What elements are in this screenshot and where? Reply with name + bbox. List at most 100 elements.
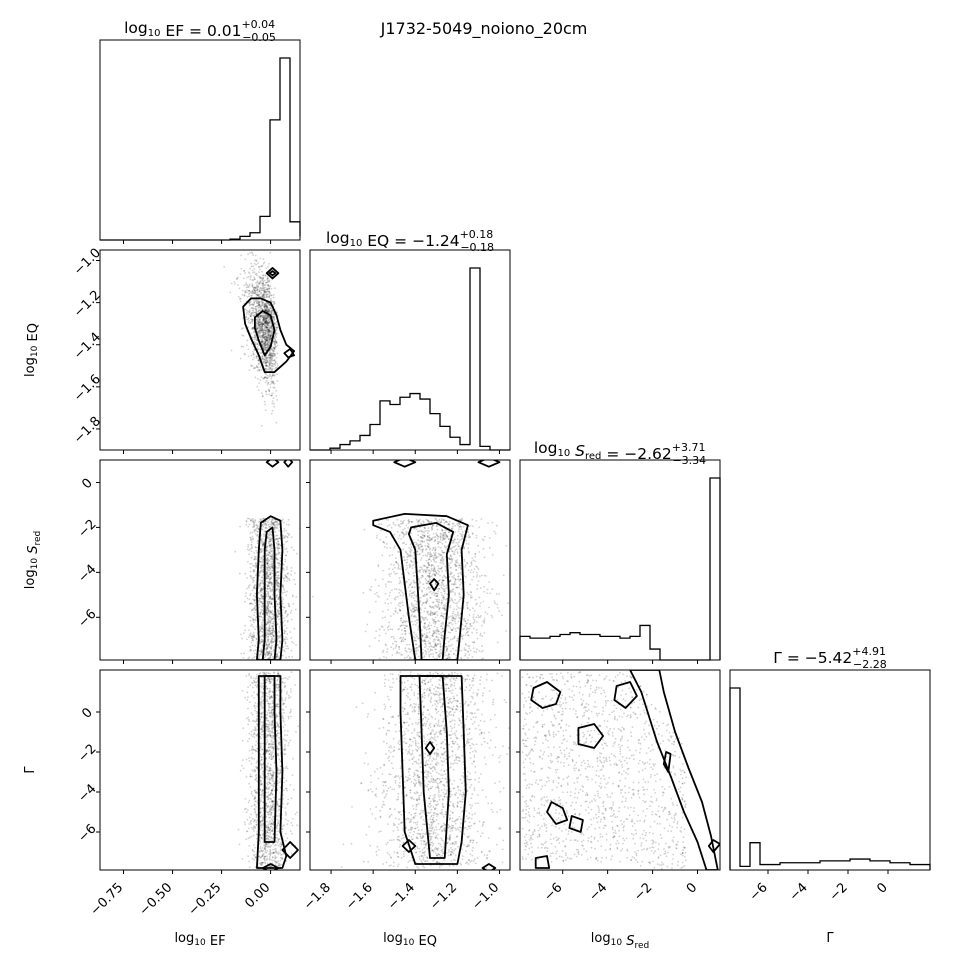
scatter-point — [483, 618, 486, 620]
scatter-point — [245, 282, 248, 284]
scatter-point — [264, 291, 266, 294]
scatter-point — [271, 588, 274, 591]
scatter-point — [469, 623, 471, 626]
scatter-point — [269, 630, 272, 632]
scatter-point — [275, 361, 277, 364]
scatter-point — [455, 608, 458, 611]
scatter-point — [288, 523, 290, 526]
scatter-point — [268, 339, 271, 342]
scatter-point — [446, 545, 449, 548]
scatter-point — [434, 623, 437, 625]
scatter-point — [244, 308, 247, 311]
scatter-point — [264, 305, 266, 308]
scatter-point — [253, 632, 255, 634]
scatter-point — [473, 621, 476, 624]
scatter-point — [270, 589, 272, 592]
scatter-point — [252, 538, 255, 541]
scatter-point — [467, 645, 469, 647]
scatter-point — [248, 310, 251, 313]
scatter-point — [466, 602, 468, 604]
scatter-point — [247, 317, 250, 319]
scatter-point — [276, 352, 279, 355]
scatter-point — [433, 613, 435, 616]
scatter-point — [421, 590, 424, 593]
scatter-point — [259, 597, 261, 600]
scatter-point — [266, 607, 269, 610]
scatter-point — [272, 565, 274, 567]
scatter-point — [265, 380, 268, 382]
scatter-point — [459, 607, 461, 610]
scatter-point — [268, 291, 271, 294]
scatter-point — [264, 355, 266, 358]
scatter-point — [253, 525, 256, 528]
scatter-point — [264, 284, 267, 286]
scatter-point — [272, 346, 275, 349]
scatter-point — [483, 590, 486, 593]
scatter-point — [279, 634, 282, 636]
scatter-point — [429, 539, 432, 542]
scatter-point — [275, 327, 278, 329]
scatter-point — [262, 343, 265, 345]
scatter-point — [265, 608, 268, 611]
scatter-point — [459, 598, 461, 601]
scatter-point — [271, 328, 274, 331]
scatter-point — [284, 645, 287, 647]
scatter-point — [435, 592, 438, 595]
scatter-point — [276, 583, 278, 586]
scatter-point — [256, 284, 258, 287]
scatter-point — [263, 319, 266, 322]
scatter-point — [286, 633, 289, 635]
scatter-point — [284, 640, 287, 643]
scatter-point — [415, 608, 418, 611]
scatter-point — [268, 615, 271, 618]
scatter-point — [434, 574, 436, 576]
scatter-point — [441, 614, 443, 617]
scatter-point — [274, 538, 277, 541]
scatter-point — [484, 611, 487, 614]
scatter-point — [464, 620, 467, 623]
scatter-point — [441, 551, 444, 553]
scatter-point — [275, 654, 278, 657]
scatter-point — [448, 522, 450, 525]
scatter-point — [461, 623, 464, 626]
scatter-point — [459, 547, 461, 550]
scatter-point — [249, 315, 252, 317]
scatter-point — [454, 577, 456, 580]
scatter-point — [263, 283, 266, 286]
scatter-point — [275, 356, 278, 359]
scatter-point — [419, 611, 422, 614]
scatter-point — [275, 321, 278, 323]
scatter-point — [259, 581, 262, 584]
scatter-point — [446, 535, 449, 538]
scatter-point — [421, 589, 423, 592]
scatter-point — [453, 635, 456, 638]
scatter-point — [444, 652, 446, 654]
scatter-point — [267, 345, 270, 348]
scatter-point — [266, 651, 269, 654]
scatter-point — [262, 346, 265, 349]
scatter-point — [469, 622, 472, 625]
scatter-point — [265, 320, 268, 323]
scatter-point — [426, 555, 429, 557]
scatter-point — [282, 587, 285, 589]
scatter-point — [389, 575, 391, 577]
scatter-point — [439, 568, 441, 570]
scatter-point — [442, 579, 445, 582]
scatter-point — [425, 651, 428, 653]
scatter-point — [413, 631, 415, 634]
scatter-point — [429, 614, 432, 616]
scatter-point — [242, 327, 244, 330]
scatter-point — [283, 589, 285, 591]
scatter-point — [466, 604, 468, 607]
scatter-point — [405, 524, 408, 527]
scatter-point — [435, 648, 437, 651]
scatter-point — [271, 563, 273, 565]
scatter-point — [264, 331, 267, 334]
scatter-point — [261, 333, 264, 336]
scatter-point — [277, 551, 280, 554]
scatter-point — [255, 263, 258, 266]
scatter-point — [264, 318, 267, 321]
scatter-point — [397, 562, 399, 565]
scatter-point — [259, 305, 262, 308]
scatter-point — [271, 556, 274, 559]
